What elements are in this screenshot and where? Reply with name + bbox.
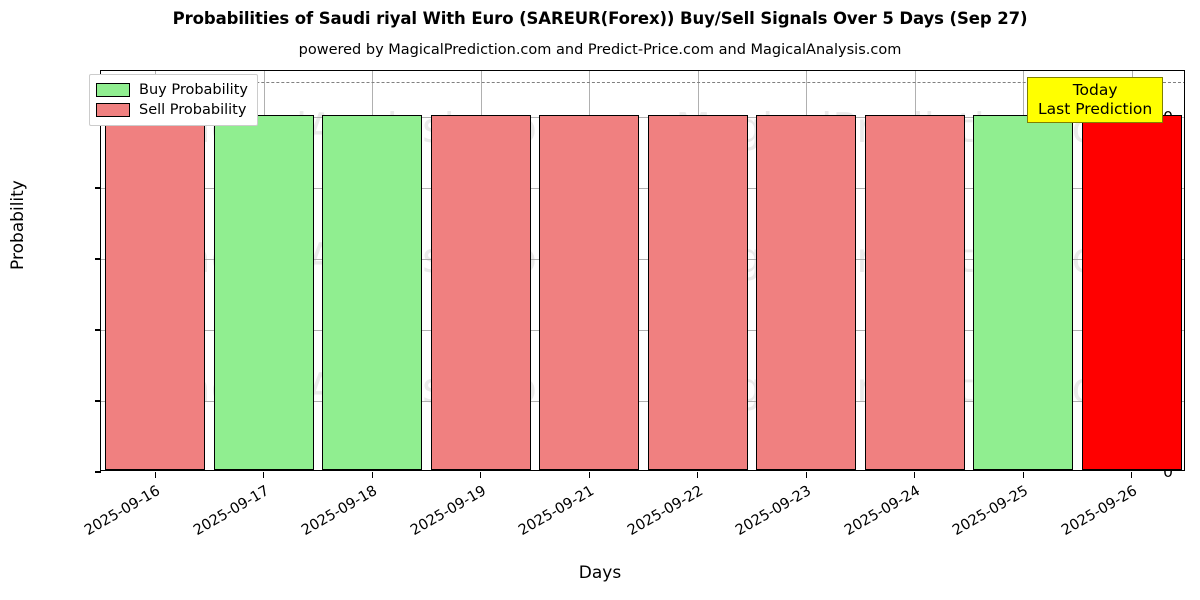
y-tick-mark — [95, 329, 101, 331]
x-axis-title: Days — [578, 563, 622, 583]
chart-title: Probabilities of Saudi riyal With Euro (… — [172, 9, 1028, 28]
y-tick-label-0: 0 — [1163, 463, 1173, 481]
bars-layer — [101, 71, 1184, 470]
y-tick-mark — [95, 187, 101, 189]
today-last-prediction-annotation: Today Last Prediction — [1027, 77, 1164, 124]
x-tick-mark — [697, 472, 699, 478]
annotation-line-today: Today — [1072, 81, 1118, 99]
y-axis-title: Probability — [8, 180, 28, 270]
bar-2025-09-26-sell-today[interactable] — [1081, 115, 1182, 470]
bar-2025-09-19-sell[interactable] — [430, 115, 531, 470]
bar-2025-09-17-buy[interactable] — [213, 115, 314, 470]
legend-swatch-buy — [96, 83, 130, 97]
bar-2025-09-18-buy[interactable] — [322, 115, 423, 470]
x-tick-mark — [588, 472, 590, 478]
x-tick-mark — [154, 472, 156, 478]
bar-2025-09-22-sell[interactable] — [647, 115, 748, 470]
chart-legend: Buy Probability Sell Probability — [89, 74, 258, 126]
horizontal-gridline — [101, 188, 1184, 190]
horizontal-gridline — [101, 117, 1184, 119]
horizontal-gridline — [101, 330, 1184, 332]
y-tick-mark — [95, 400, 101, 402]
y-tick-mark — [95, 471, 101, 473]
legend-entry-buy: Buy Probability — [96, 80, 248, 100]
bar-2025-09-24-sell[interactable] — [864, 115, 965, 470]
plot-area: MagicalAnalysis.comMagicalPrediction.com… — [82, 70, 1185, 539]
horizontal-gridline — [101, 401, 1184, 403]
annotation-line-last-prediction: Last Prediction — [1038, 99, 1153, 118]
chart-subtitle: powered by MagicalPrediction.com and Pre… — [298, 42, 902, 58]
horizontal-gridline — [101, 259, 1184, 261]
plot-clip: MagicalAnalysis.comMagicalPrediction.com… — [101, 71, 1184, 470]
legend-entry-sell: Sell Probability — [96, 100, 248, 120]
x-tick-mark — [371, 472, 373, 478]
bar-2025-09-21-sell[interactable] — [539, 115, 640, 470]
x-tick-mark — [480, 472, 482, 478]
x-tick-mark — [1131, 472, 1133, 478]
legend-label-buy: Buy Probability — [139, 82, 248, 98]
y-tick-mark — [95, 258, 101, 260]
legend-swatch-sell — [96, 103, 130, 117]
legend-label-sell: Sell Probability — [139, 102, 247, 118]
bar-2025-09-16-sell[interactable] — [105, 115, 206, 470]
x-tick-mark — [1022, 472, 1024, 478]
x-tick-mark — [805, 472, 807, 478]
bar-2025-09-23-sell[interactable] — [756, 115, 857, 470]
bar-2025-09-25-buy[interactable] — [973, 115, 1074, 470]
x-tick-mark — [263, 472, 265, 478]
reference-dashed-line — [101, 81, 1184, 83]
x-tick-mark — [914, 472, 916, 478]
